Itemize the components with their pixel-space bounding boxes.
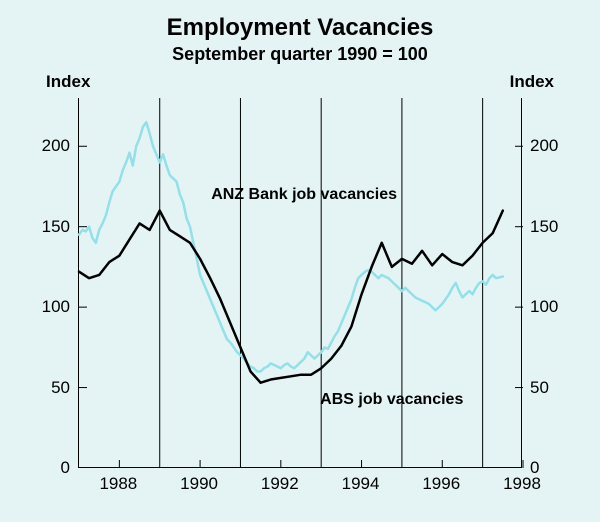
series-label: ANZ Bank job vacancies	[211, 186, 397, 204]
series-label: ABS job vacancies	[320, 391, 463, 409]
y-axis-label-right: Index	[510, 72, 554, 92]
xtick-label: 1998	[503, 474, 541, 494]
chart-title: Employment Vacancies	[0, 14, 600, 42]
chart-subtitle: September quarter 1990 = 100	[0, 44, 600, 65]
ytick-label-right: 200	[530, 136, 590, 156]
ytick-label-left: 50	[20, 378, 70, 398]
xtick-label: 1988	[99, 474, 137, 494]
ytick-label-right: 50	[530, 378, 590, 398]
chart-svg	[79, 98, 523, 468]
xtick-label: 1992	[261, 474, 299, 494]
series-line	[79, 211, 503, 383]
xtick-label: 1996	[422, 474, 460, 494]
ytick-label-left: 100	[20, 297, 70, 317]
series-line	[79, 122, 503, 371]
ytick-label-left: 0	[20, 458, 70, 478]
ytick-label-left: 150	[20, 217, 70, 237]
ytick-label-right: 150	[530, 217, 590, 237]
ytick-label-left: 200	[20, 136, 70, 156]
ytick-label-right: 100	[530, 297, 590, 317]
xtick-label: 1990	[180, 474, 218, 494]
xtick-label: 1994	[342, 474, 380, 494]
plot-area	[78, 98, 522, 468]
y-axis-label-left: Index	[46, 72, 90, 92]
